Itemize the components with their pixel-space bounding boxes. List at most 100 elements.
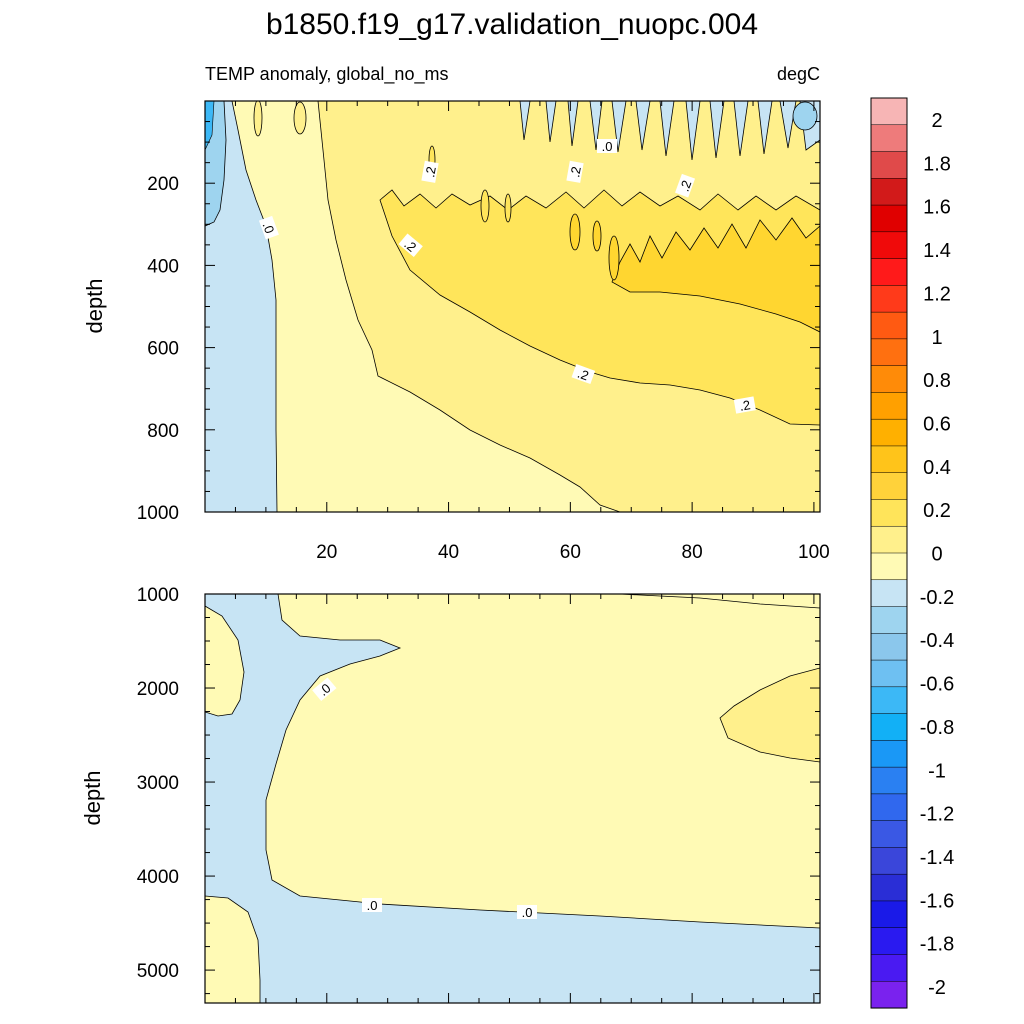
colorbar-label: 2	[931, 110, 942, 132]
upper-panel-title: TEMP anomaly, global_no_ms	[205, 64, 448, 85]
colorbar-swatch	[870, 525, 908, 554]
x-tick-label: 80	[682, 542, 703, 563]
colorbar-swatch	[870, 954, 908, 982]
upper-panel-units: degC	[777, 64, 820, 84]
contour-label: .2	[422, 165, 439, 178]
colorbar-label: 0.4	[923, 457, 951, 479]
contour-label: .0	[522, 905, 533, 920]
colorbar-swatch	[870, 766, 908, 795]
y-tick-label: 5000	[137, 961, 179, 982]
colorbar-swatch	[870, 740, 908, 768]
lower-contour-labels: .0 .0 .0	[312, 677, 537, 920]
upper-fill-0.2-0.4-blob	[253, 101, 263, 137]
lower-fill-0-0.2-left-bottom	[205, 895, 261, 1003]
colorbar-swatch	[870, 927, 908, 956]
colorbar-swatch	[870, 338, 908, 367]
colorbar-swatch	[870, 231, 908, 260]
upper-fill-negative-core	[792, 101, 818, 131]
colorbar-label: 1.8	[923, 153, 951, 175]
contour-label: .2	[576, 366, 591, 384]
x-tick-label: 40	[438, 542, 459, 563]
colorbar-label: -2	[928, 977, 946, 999]
x-tick-label: 20	[316, 542, 337, 563]
lower-contour-line-top	[619, 594, 820, 609]
colorbar-swatch	[870, 659, 908, 688]
colorbar-label: -1.6	[920, 890, 954, 912]
colorbar-label: -1.8	[920, 934, 954, 956]
x-tick-label: 60	[560, 542, 581, 563]
contour-label: .2	[567, 165, 584, 178]
upper-fill-0.4-0.6-blob	[480, 189, 490, 223]
contour-label: .0	[602, 139, 613, 154]
colorbar-swatch	[870, 686, 908, 715]
colorbar-swatch	[870, 204, 908, 233]
colorbar-label: 1	[931, 327, 942, 349]
y-tick-label: 600	[147, 339, 179, 360]
colorbar-label: 0.2	[923, 500, 951, 522]
upper-ylabel: depth	[82, 278, 107, 333]
colorbar-label: 1.4	[923, 240, 951, 262]
colorbar-swatch	[870, 285, 908, 313]
upper-fill-negative-fingers	[519, 101, 820, 161]
colorbar-swatch	[870, 713, 908, 741]
y-tick-label: 800	[147, 421, 179, 442]
upper-fill-0.6-0.8-blob	[592, 220, 602, 252]
upper-fill-negative-left-core	[205, 101, 215, 151]
colorbar-label: 0.8	[923, 370, 951, 392]
upper-axis-ticks: 20 40 60 80 100 200 400 600 800 1000	[137, 101, 830, 563]
figure-title: b1850.f19_g17.validation_nuopc.004	[266, 8, 758, 41]
y-tick-label: 4000	[137, 867, 179, 888]
y-tick-label: 200	[147, 174, 179, 195]
colorbar-swatch	[870, 365, 908, 393]
colorbar-label: -1.4	[920, 847, 954, 869]
colorbar-swatch	[870, 472, 908, 501]
colorbar-label: 1.6	[923, 197, 951, 219]
y-tick-label: 400	[147, 256, 179, 277]
colorbar-swatch	[870, 392, 908, 420]
colorbar-frame	[870, 97, 908, 1009]
contour-label: .0	[260, 220, 278, 235]
upper-fill-0.6-0.8-blob	[608, 235, 620, 281]
colorbar-label: -0.6	[920, 674, 954, 696]
colorbar-swatch	[870, 258, 908, 286]
colorbar-label: -0.8	[920, 717, 954, 739]
y-tick-label: 1000	[137, 585, 179, 606]
colorbar-swatch	[870, 633, 908, 661]
upper-fill-0.6-0.8	[611, 217, 820, 333]
lower-contour-fill	[205, 594, 820, 1003]
colorbar-label: 0.6	[923, 413, 951, 435]
upper-contour-labels: .0 .0 .2 .2 .2 .2 .2 .2	[258, 139, 756, 414]
upper-contour-fill	[205, 101, 820, 512]
colorbar: 2 1.8 1.6 1.4 1.2 1 0.8 0.6 0.4 0.2 0 -0.2 -0.4 -0.6 -…	[870, 97, 954, 1009]
colorbar-swatch	[870, 178, 908, 206]
colorbar-swatch	[870, 900, 908, 929]
lower-axis-ticks: 1000 2000 3000 4000 5000	[137, 585, 820, 1003]
lower-fill-0.2-0.4	[719, 667, 820, 763]
upper-panel: TEMP anomaly, global_no_ms degC	[82, 64, 830, 563]
colorbar-label: -1.2	[920, 804, 954, 826]
x-tick-label: 100	[798, 542, 830, 563]
colorbar-swatch	[870, 445, 908, 474]
colorbar-swatch	[870, 820, 908, 848]
colorbar-swatch	[870, 552, 908, 581]
colorbar-swatch	[870, 873, 908, 902]
colorbar-swatch	[870, 499, 908, 527]
colorbar-swatch	[870, 97, 908, 126]
colorbar-swatch	[870, 980, 908, 1009]
lower-ylabel: depth	[80, 770, 105, 825]
lower-panel: .0 .0 .0 1000 2000 3000 4000 5000 depth	[80, 585, 821, 1004]
colorbar-label: -0.4	[920, 630, 954, 652]
y-tick-label: 3000	[137, 773, 179, 794]
colorbar-swatch	[870, 606, 908, 634]
colorbar-swatch	[870, 847, 908, 875]
colorbar-swatch	[870, 579, 908, 608]
upper-fill-0.6-0.8-blob	[569, 213, 581, 251]
upper-fill-0.2-0.4-blob	[293, 101, 307, 135]
colorbar-swatch	[870, 793, 908, 822]
contour-label: .2	[738, 397, 751, 414]
colorbar-label: 0	[931, 544, 942, 566]
colorbar-label: 1.2	[923, 283, 951, 305]
colorbar-swatch	[870, 151, 908, 179]
upper-fill-0.4-0.6-blob	[504, 193, 512, 223]
